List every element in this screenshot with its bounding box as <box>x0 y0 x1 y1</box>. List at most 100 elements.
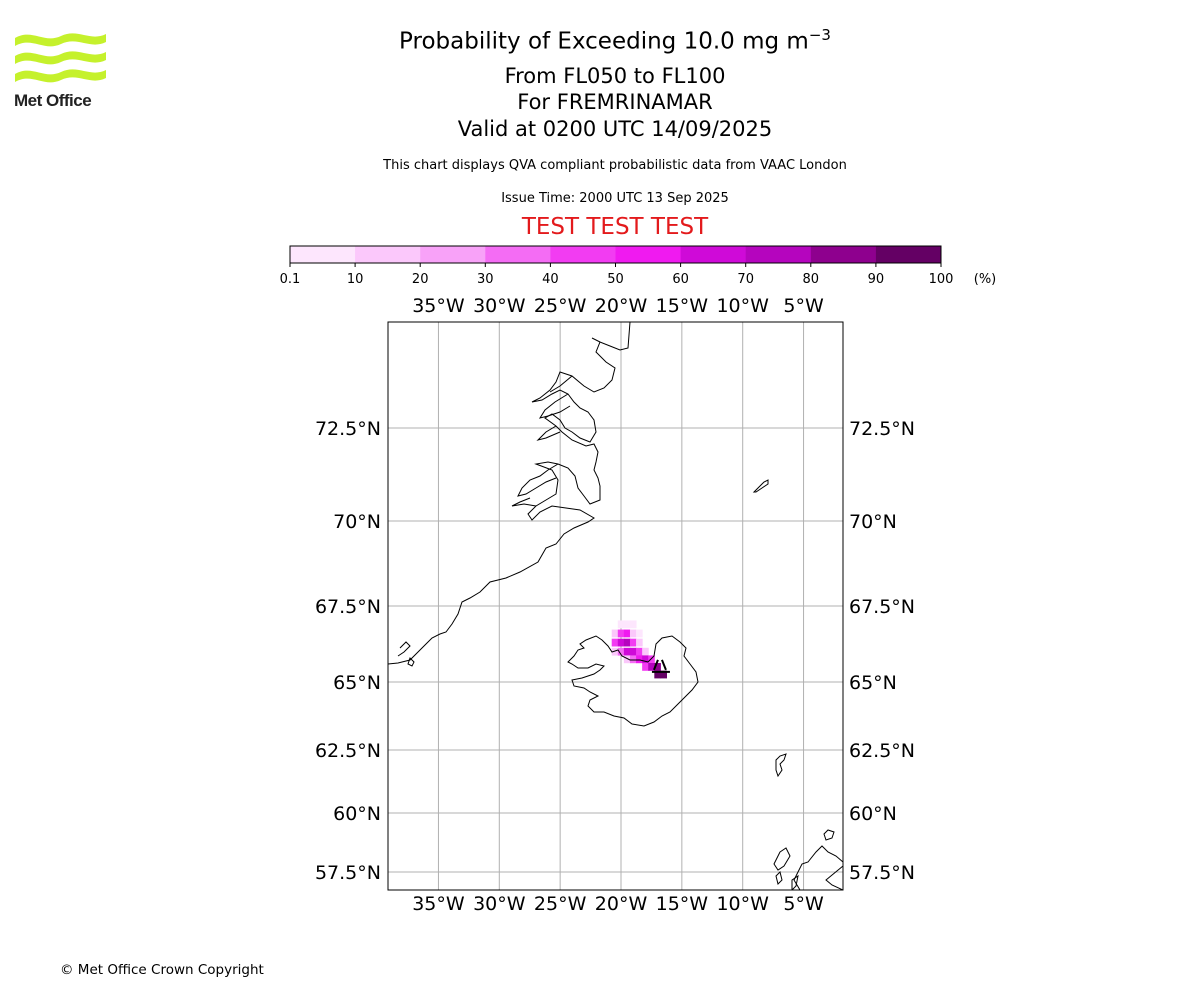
greenland-fjord-lines <box>397 337 601 667</box>
logo-waves-icon <box>15 33 106 83</box>
hebrides-coastline <box>773 847 799 890</box>
longitude-label: 30°W <box>473 893 526 915</box>
map-body <box>388 322 843 890</box>
colorbar-swatch <box>745 246 812 263</box>
colorbar-tick-label: 30 <box>477 272 494 287</box>
latitude-label: 67.5°N <box>315 596 381 618</box>
colorbar-tick-label: 20 <box>412 272 429 287</box>
flight-level-range: From FL050 to FL100 <box>504 64 726 88</box>
probability-cell <box>629 629 637 638</box>
longitude-label: 15°W <box>656 295 709 317</box>
latitude-label: 70°N <box>849 511 897 533</box>
probability-cell <box>636 638 643 647</box>
colorbar-swatch <box>615 246 682 263</box>
probability-cell <box>623 620 631 629</box>
colorbar-swatch <box>355 246 421 263</box>
colorbar-tick-label: 40 <box>542 272 559 287</box>
colorbar-swatch <box>875 246 942 263</box>
latitude-label: 62.5°N <box>849 740 915 762</box>
probability-cell <box>623 655 631 664</box>
colorbar-swatch <box>290 246 356 263</box>
colorbar-tick-label: 80 <box>803 272 820 287</box>
longitude-label: 5°W <box>783 295 824 317</box>
test-banner: TEST TEST TEST <box>521 214 709 240</box>
shetland-coastline <box>823 829 835 841</box>
latitude-label: 60°N <box>849 803 897 825</box>
colorbar-tick-label: 50 <box>607 272 624 287</box>
longitude-label: 20°W <box>595 295 648 317</box>
ash-probability-field <box>611 620 667 679</box>
colorbar-tick-label: 100 <box>929 272 954 287</box>
colorbar-tick-label: 0.1 <box>280 272 301 287</box>
colorbar-unit: (%) <box>974 272 997 287</box>
graticule <box>388 322 843 890</box>
probability-cell <box>623 647 631 656</box>
valid-time: Valid at 0200 UTC 14/09/2025 <box>457 117 773 141</box>
probability-cell <box>654 663 661 671</box>
faroe-coastline <box>775 753 787 778</box>
probability-cell <box>623 638 631 647</box>
latitude-label: 57.5°N <box>849 862 915 884</box>
latitude-label: 67.5°N <box>849 596 915 618</box>
probability-cell <box>654 670 661 679</box>
probability-cell <box>636 647 643 656</box>
map-frame <box>387 321 844 891</box>
longitude-labels-bottom: 35°W 30°W 25°W 20°W 15°W 10°W 5°W <box>412 893 824 915</box>
colorbar-tick-label: 10 <box>347 272 364 287</box>
probability-cell <box>611 629 619 638</box>
colorbar-tick-label: 70 <box>737 272 754 287</box>
probability-cell <box>636 629 643 638</box>
met-office-logo: Met Office <box>14 30 109 112</box>
colorbar-swatch <box>810 246 877 263</box>
probability-cell <box>611 647 619 656</box>
probability-cell <box>648 655 655 664</box>
probability-cell <box>629 620 637 629</box>
colorbar-ticks: 0.1 10 20 30 40 50 60 70 80 90 100 <box>280 263 954 287</box>
colorbar-swatch <box>420 246 486 263</box>
longitude-label: 15°W <box>656 893 709 915</box>
logo-wordmark: Met Office <box>14 91 92 110</box>
greenland-coastline <box>388 322 631 665</box>
scotland-coastline <box>793 845 843 890</box>
longitude-label: 30°W <box>473 295 526 317</box>
probability-cell <box>629 638 637 647</box>
probability-cell <box>642 647 649 656</box>
latitude-labels-left: 72.5°N 70°N 67.5°N 65°N 62.5°N 60°N 57.5°N <box>315 418 381 884</box>
colorbar-tick-label: 60 <box>672 272 689 287</box>
latitude-label: 72.5°N <box>315 418 381 440</box>
probability-cell <box>648 663 655 671</box>
probability-cell <box>617 620 625 629</box>
coastlines <box>388 322 843 890</box>
copyright-notice: © Met Office Crown Copyright <box>60 962 264 978</box>
info-line: This chart displays QVA compliant probab… <box>383 158 847 173</box>
probability-cell <box>617 647 625 656</box>
probability-cell <box>642 655 649 664</box>
longitude-label: 35°W <box>412 295 465 317</box>
volcano-marker <box>651 659 670 673</box>
latitude-label: 60°N <box>333 803 381 825</box>
colorbar: 0.1 10 20 30 40 50 60 70 80 90 100 (%) <box>280 245 997 287</box>
jan-mayen-coastline <box>752 479 769 493</box>
latitude-label: 57.5°N <box>315 862 381 884</box>
longitude-label: 25°W <box>534 893 587 915</box>
probability-cell <box>642 663 649 671</box>
probability-cell <box>629 647 637 656</box>
volcano-name: For FREMRINAMAR <box>517 90 713 114</box>
colorbar-swatch <box>550 246 616 263</box>
longitude-label: 10°W <box>716 893 769 915</box>
probability-cell <box>611 638 619 647</box>
probability-cell <box>617 629 625 638</box>
iceland-coastline <box>567 635 699 727</box>
latitude-label: 65°N <box>849 672 897 694</box>
colorbar-swatch <box>485 246 551 263</box>
latitude-labels-right: 72.5°N 70°N 67.5°N 65°N 62.5°N 60°N 57.5°N <box>849 418 915 884</box>
colorbar-swatches <box>290 246 942 263</box>
longitude-label: 25°W <box>534 295 587 317</box>
volcano-symbol <box>651 659 670 673</box>
probability-cell <box>629 655 637 664</box>
probability-cell <box>623 629 631 638</box>
latitude-label: 65°N <box>333 672 381 694</box>
longitude-label: 20°W <box>595 893 648 915</box>
latitude-label: 70°N <box>333 511 381 533</box>
